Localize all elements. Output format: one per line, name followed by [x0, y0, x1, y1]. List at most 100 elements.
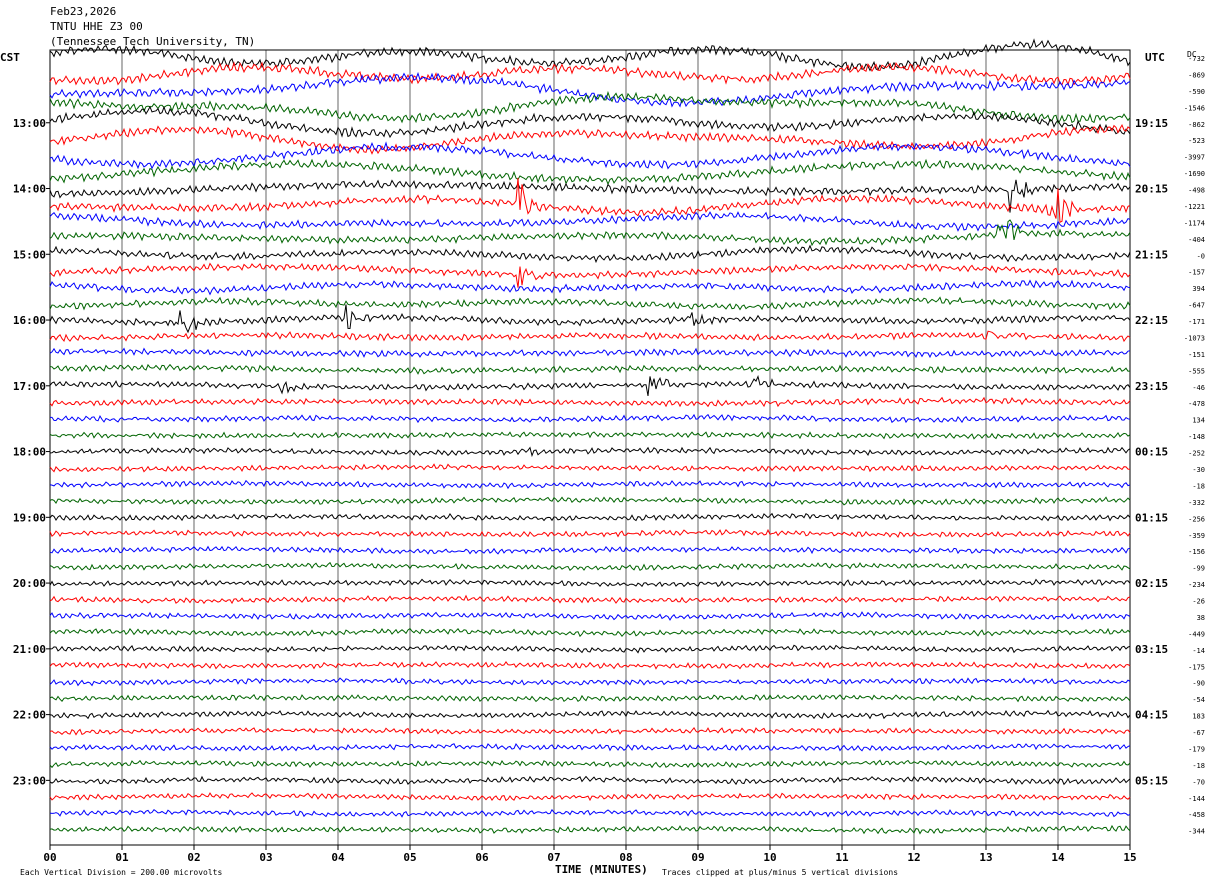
seismic-trace — [49, 330, 1131, 343]
right-time-label: 02:15 — [1135, 577, 1168, 590]
dc-offset-label: -498 — [1188, 187, 1205, 195]
x-tick-label: 08 — [619, 851, 632, 864]
seismic-trace — [49, 262, 1131, 288]
dc-offset-axis: -732 -869 -590 -1546 -862 -523 -3997 -1690 -498 -… — [1184, 55, 1205, 836]
dc-offset-label: -148 — [1188, 433, 1205, 441]
dc-offset-label: 38 — [1197, 614, 1205, 622]
left-time-axis: 13:00 14:00 15:00 16:00 17:00 18:00 19:00 20:00… — [13, 117, 50, 787]
seismic-trace — [49, 158, 1131, 186]
dc-offset-label: -26 — [1192, 598, 1205, 606]
dc-offset-label: -144 — [1188, 795, 1205, 803]
x-tick-label: 13 — [979, 851, 992, 864]
header-institution: (Tennessee Tech University, TN) — [50, 35, 256, 48]
left-time-label: 15:00 — [13, 248, 46, 261]
seismic-trace — [49, 179, 1131, 213]
dc-label: DC — [1187, 50, 1197, 59]
right-time-label: 04:15 — [1135, 709, 1168, 722]
dc-offset-label: -523 — [1188, 137, 1205, 145]
left-time-label: 23:00 — [13, 774, 46, 787]
right-time-label: 22:15 — [1135, 314, 1168, 327]
left-time-label: 22:00 — [13, 709, 46, 722]
right-axis-label: UTC — [1145, 51, 1165, 64]
seismic-trace — [49, 512, 1131, 522]
x-tick-label: 07 — [547, 851, 560, 864]
trace-group — [49, 38, 1131, 835]
dc-offset-label: -14 — [1192, 647, 1205, 655]
seismic-trace — [49, 693, 1131, 703]
left-time-label: 17:00 — [13, 380, 46, 393]
dc-offset-label: -732 — [1188, 55, 1205, 63]
seismic-trace — [49, 644, 1131, 654]
left-time-label: 14:00 — [13, 183, 46, 196]
seismic-trace — [49, 90, 1131, 125]
seismic-trace — [49, 105, 1131, 139]
left-time-label: 16:00 — [13, 314, 46, 327]
seismic-trace — [49, 545, 1131, 555]
dc-offset-label: -175 — [1188, 663, 1205, 671]
x-tick-label: 15 — [1123, 851, 1136, 864]
seismic-trace — [49, 363, 1131, 375]
dc-offset-label: 134 — [1192, 417, 1205, 425]
dc-offset-label: -862 — [1188, 121, 1205, 129]
seismic-trace — [49, 61, 1131, 86]
seismic-trace — [49, 244, 1131, 264]
right-time-label: 05:15 — [1135, 774, 1168, 787]
right-time-label: 01:15 — [1135, 511, 1168, 524]
seismic-trace — [49, 709, 1131, 720]
dc-offset-label: -0 — [1197, 252, 1205, 260]
dc-offset-label: -359 — [1188, 532, 1205, 540]
seismic-trace — [50, 413, 1131, 424]
left-time-label: 21:00 — [13, 643, 46, 656]
x-tick-label: 12 — [907, 851, 920, 864]
seismic-trace — [49, 578, 1131, 588]
dc-offset-label: -156 — [1188, 548, 1205, 556]
seismic-trace — [49, 38, 1131, 72]
dc-offset-label: -67 — [1192, 729, 1205, 737]
x-tick-label: 09 — [691, 851, 704, 864]
dc-offset-label: -46 — [1192, 384, 1205, 392]
dc-offset-label: -332 — [1188, 499, 1205, 507]
seismic-trace — [49, 594, 1131, 605]
dc-offset-label: -70 — [1192, 778, 1205, 786]
seismic-trace — [49, 479, 1131, 490]
scale-note: Each Vertical Division = 200.00 microvol… — [20, 868, 222, 877]
seismic-trace — [49, 141, 1131, 170]
dc-offset-label: -90 — [1192, 680, 1205, 688]
seismic-trace — [49, 211, 1131, 232]
seismic-trace — [49, 824, 1131, 835]
dc-offset-label: -647 — [1188, 302, 1205, 310]
seismic-trace — [49, 528, 1131, 538]
left-time-label: 13:00 — [13, 117, 46, 130]
right-time-label: 20:15 — [1135, 183, 1168, 196]
right-time-axis: 19:15 20:15 21:15 22:15 23:15 00:15 01:15 02:15… — [1135, 117, 1168, 788]
right-time-label: 21:15 — [1135, 248, 1168, 261]
dc-offset-label: -54 — [1192, 696, 1205, 704]
seismic-trace — [49, 71, 1131, 108]
dc-offset-label: -404 — [1188, 236, 1205, 244]
dc-offset-label: -1546 — [1184, 104, 1205, 112]
dc-offset-label: -478 — [1188, 400, 1205, 408]
x-tick-label: 14 — [1051, 851, 1065, 864]
x-tick-label: 11 — [835, 851, 849, 864]
dc-offset-label: -179 — [1188, 745, 1205, 753]
dc-offset-label: -252 — [1188, 450, 1205, 458]
left-time-label: 18:00 — [13, 446, 46, 459]
dc-offset-label: -30 — [1192, 466, 1205, 474]
x-tick-label: 00 — [43, 851, 56, 864]
dc-offset-label: -344 — [1188, 828, 1205, 836]
x-tick-label: 10 — [763, 851, 776, 864]
dc-offset-label: -1174 — [1184, 219, 1205, 227]
left-axis-label: CST — [0, 51, 20, 64]
seismic-trace — [49, 396, 1131, 408]
grid-lines — [121, 50, 1059, 845]
seismic-trace — [49, 446, 1131, 458]
right-time-label: 03:15 — [1135, 643, 1168, 656]
seismic-trace — [49, 759, 1131, 769]
dc-offset-label: -449 — [1188, 630, 1205, 638]
x-tick-label: 05 — [403, 851, 416, 864]
seismic-trace — [49, 808, 1131, 818]
seismic-trace — [49, 743, 1131, 752]
dc-offset-label: -151 — [1188, 351, 1205, 359]
left-time-label: 20:00 — [13, 577, 46, 590]
